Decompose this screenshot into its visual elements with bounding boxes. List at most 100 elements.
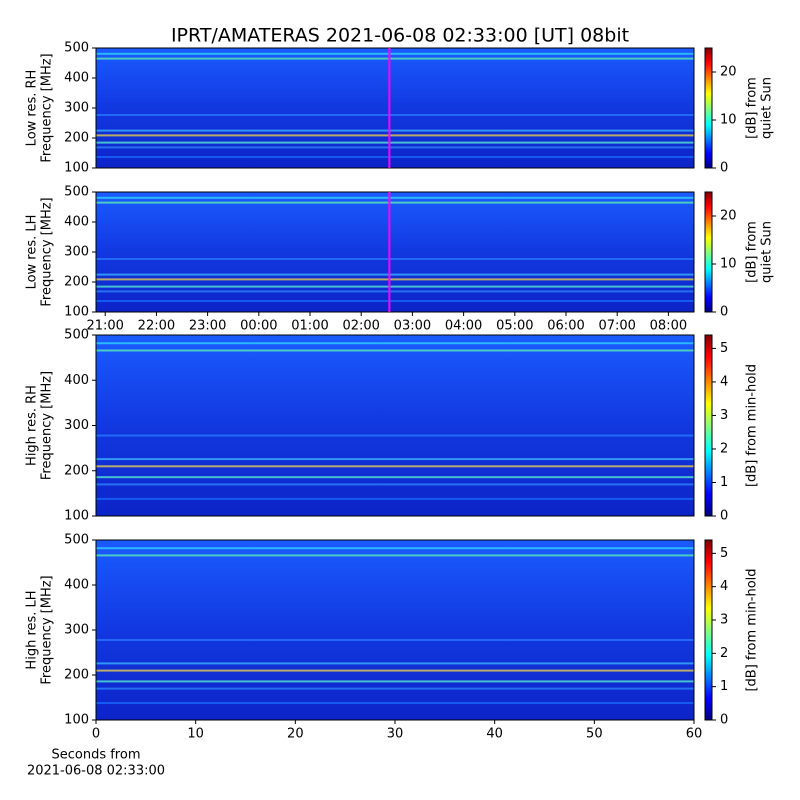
colorbar-label: [dB] from min-hold: [745, 364, 760, 487]
spectral-band: [96, 465, 694, 468]
colorbar-tick-label: 0: [720, 509, 728, 524]
spectral-band: [96, 342, 694, 345]
colorbar-tick-label: 0: [720, 161, 728, 176]
colorbar: [704, 539, 713, 721]
x-tick-label: 00:00: [240, 319, 277, 334]
spectral-band: [96, 483, 694, 486]
colorbar-label: quiet Sun: [760, 221, 775, 283]
y-axis-label: High res. RH: [25, 385, 40, 466]
y-tick-label: 100: [64, 161, 89, 176]
colorbar-tick-label: 5: [720, 341, 728, 356]
y-tick-label: 500: [64, 41, 89, 56]
colorbar-tick-label: 0: [720, 713, 728, 728]
figure-title: IPRT/AMATERAS 2021-06-08 02:33:00 [UT] 0…: [171, 25, 629, 47]
y-tick-label: 200: [64, 275, 89, 290]
spectral-band: [96, 290, 694, 293]
spectral-band: [96, 114, 694, 116]
spectral-band: [96, 129, 694, 132]
y-tick-label: 400: [64, 71, 89, 86]
y-tick-label: 500: [64, 185, 89, 200]
spectral-band: [96, 278, 694, 281]
x-tick-label: 60: [686, 727, 703, 742]
spectral-band: [96, 146, 694, 149]
y-tick-label: 300: [64, 245, 89, 260]
y-tick-label: 300: [64, 418, 89, 433]
x-tick-label: 50: [586, 727, 603, 742]
x-tick-label: 05:00: [496, 319, 533, 334]
y-tick-label: 200: [64, 668, 89, 683]
colorbar: [704, 334, 713, 517]
colorbar-tick-label: 2: [720, 441, 728, 456]
spectrogram: [96, 335, 694, 516]
spectral-band: [96, 687, 694, 690]
spectral-band: [96, 680, 694, 683]
y-axis-label: High res. LH: [25, 590, 40, 669]
y-axis-label: Frequency [MHz]: [40, 575, 55, 684]
x-tick-label: 40: [486, 727, 503, 742]
spectral-band: [96, 349, 694, 352]
spectral-band: [96, 554, 694, 557]
y-tick-label: 100: [64, 509, 89, 524]
colorbar-tick-label: 5: [720, 546, 728, 561]
y-axis-label: Frequency [MHz]: [40, 197, 55, 306]
colorbar-tick-label: 20: [720, 65, 737, 80]
spectral-band: [96, 156, 694, 158]
spectrogram: [96, 192, 694, 312]
spectral-band: [96, 201, 694, 204]
x-tick-label: 22:00: [138, 319, 175, 334]
spectral-band: [96, 702, 694, 704]
colorbar-tick-label: 20: [720, 209, 737, 224]
y-tick-label: 200: [64, 131, 89, 146]
x-axis-label: Seconds from: [51, 748, 140, 763]
spectral-band: [96, 196, 694, 199]
colorbar-tick-label: 0: [720, 305, 728, 320]
colorbar-tick-label: 4: [720, 374, 728, 389]
x-axis-label: 2021-06-08 02:33:00: [27, 764, 165, 779]
x-tick-label: 21:00: [86, 319, 123, 334]
x-tick-label: 01:00: [291, 319, 328, 334]
spectral-band: [96, 273, 694, 276]
colorbar-tick-label: 1: [720, 679, 728, 694]
y-tick-label: 200: [64, 463, 89, 478]
spectral-band: [96, 300, 694, 302]
x-tick-label: 02:00: [342, 319, 379, 334]
colorbar-label: quiet Sun: [760, 77, 775, 139]
y-tick-label: 100: [64, 713, 89, 728]
y-tick-label: 100: [64, 305, 89, 320]
colorbar-tick-label: 3: [720, 613, 728, 628]
y-tick-label: 500: [64, 328, 89, 343]
y-tick-label: 400: [64, 215, 89, 230]
x-tick-label: 06:00: [547, 319, 584, 334]
spectral-band: [96, 669, 694, 672]
spectral-band: [96, 285, 694, 288]
x-tick-label: 20: [287, 727, 304, 742]
y-tick-label: 400: [64, 578, 89, 593]
colorbar-tick-label: 4: [720, 579, 728, 594]
x-tick-label: 08:00: [650, 319, 687, 334]
colorbar-label: [dB] from: [745, 77, 760, 139]
spectrogram: [96, 48, 694, 168]
y-tick-label: 500: [64, 533, 89, 548]
spectral-band: [96, 458, 694, 461]
x-tick-label: 23:00: [189, 319, 226, 334]
x-tick-label: 07:00: [598, 319, 635, 334]
spectral-band: [96, 434, 694, 437]
colorbar-tick-label: 3: [720, 408, 728, 423]
spectral-band: [96, 639, 694, 641]
spectral-band: [96, 476, 694, 479]
spectrogram: [96, 540, 694, 720]
colorbar: [704, 47, 713, 169]
y-tick-label: 400: [64, 373, 89, 388]
spectral-band: [96, 134, 694, 137]
y-tick-label: 300: [64, 101, 89, 116]
x-tick-label: 30: [387, 727, 404, 742]
colorbar-label: [dB] from min-hold: [745, 568, 760, 691]
spectral-band: [96, 52, 694, 55]
y-axis-label: Low res. LH: [25, 215, 40, 290]
colorbar-tick-label: 10: [720, 113, 737, 128]
spectral-band: [96, 57, 694, 60]
y-tick-label: 300: [64, 623, 89, 638]
y-axis-label: Frequency [MHz]: [40, 371, 55, 480]
spectral-band: [96, 497, 694, 500]
